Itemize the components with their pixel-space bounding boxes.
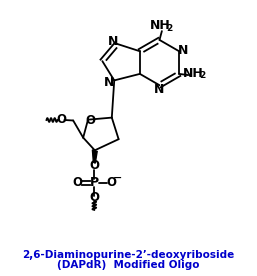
Text: O: O: [56, 113, 66, 126]
Text: O: O: [72, 176, 82, 189]
Text: 2,6-Diaminopurine-2’-deoxyriboside: 2,6-Diaminopurine-2’-deoxyriboside: [22, 250, 235, 260]
Text: O: O: [89, 159, 99, 172]
Text: N: N: [178, 44, 189, 57]
Text: NH: NH: [183, 67, 204, 80]
Text: N: N: [154, 83, 165, 96]
Text: N: N: [107, 35, 118, 48]
Text: O: O: [106, 176, 116, 189]
Text: 2: 2: [166, 24, 173, 33]
Text: NH: NH: [150, 19, 171, 32]
Polygon shape: [93, 150, 97, 163]
Text: O: O: [86, 114, 96, 127]
Text: (DAPdR)  Modified Oligo: (DAPdR) Modified Oligo: [57, 260, 200, 270]
Text: −: −: [113, 173, 122, 183]
Text: O: O: [89, 191, 99, 204]
Text: 2: 2: [199, 71, 206, 80]
Text: N: N: [104, 76, 114, 89]
Text: P: P: [90, 176, 99, 189]
